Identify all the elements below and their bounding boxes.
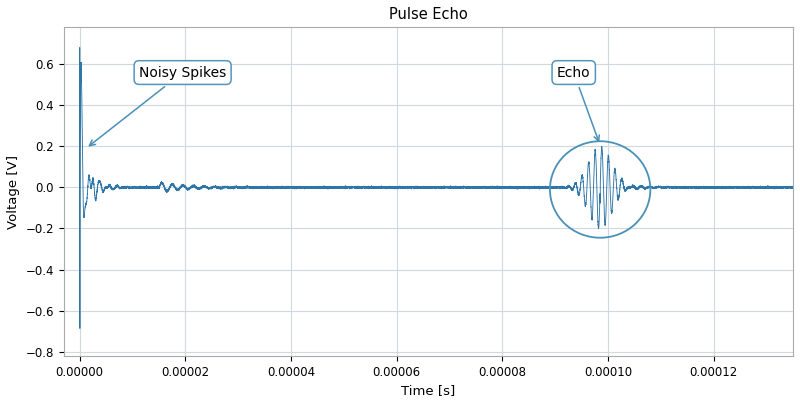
X-axis label: Time [s]: Time [s] bbox=[402, 384, 455, 397]
Title: Pulse Echo: Pulse Echo bbox=[389, 7, 468, 22]
Text: Noisy Spikes: Noisy Spikes bbox=[90, 65, 226, 146]
Text: Echo: Echo bbox=[557, 65, 599, 141]
Y-axis label: Voltage [V]: Voltage [V] bbox=[7, 154, 20, 229]
